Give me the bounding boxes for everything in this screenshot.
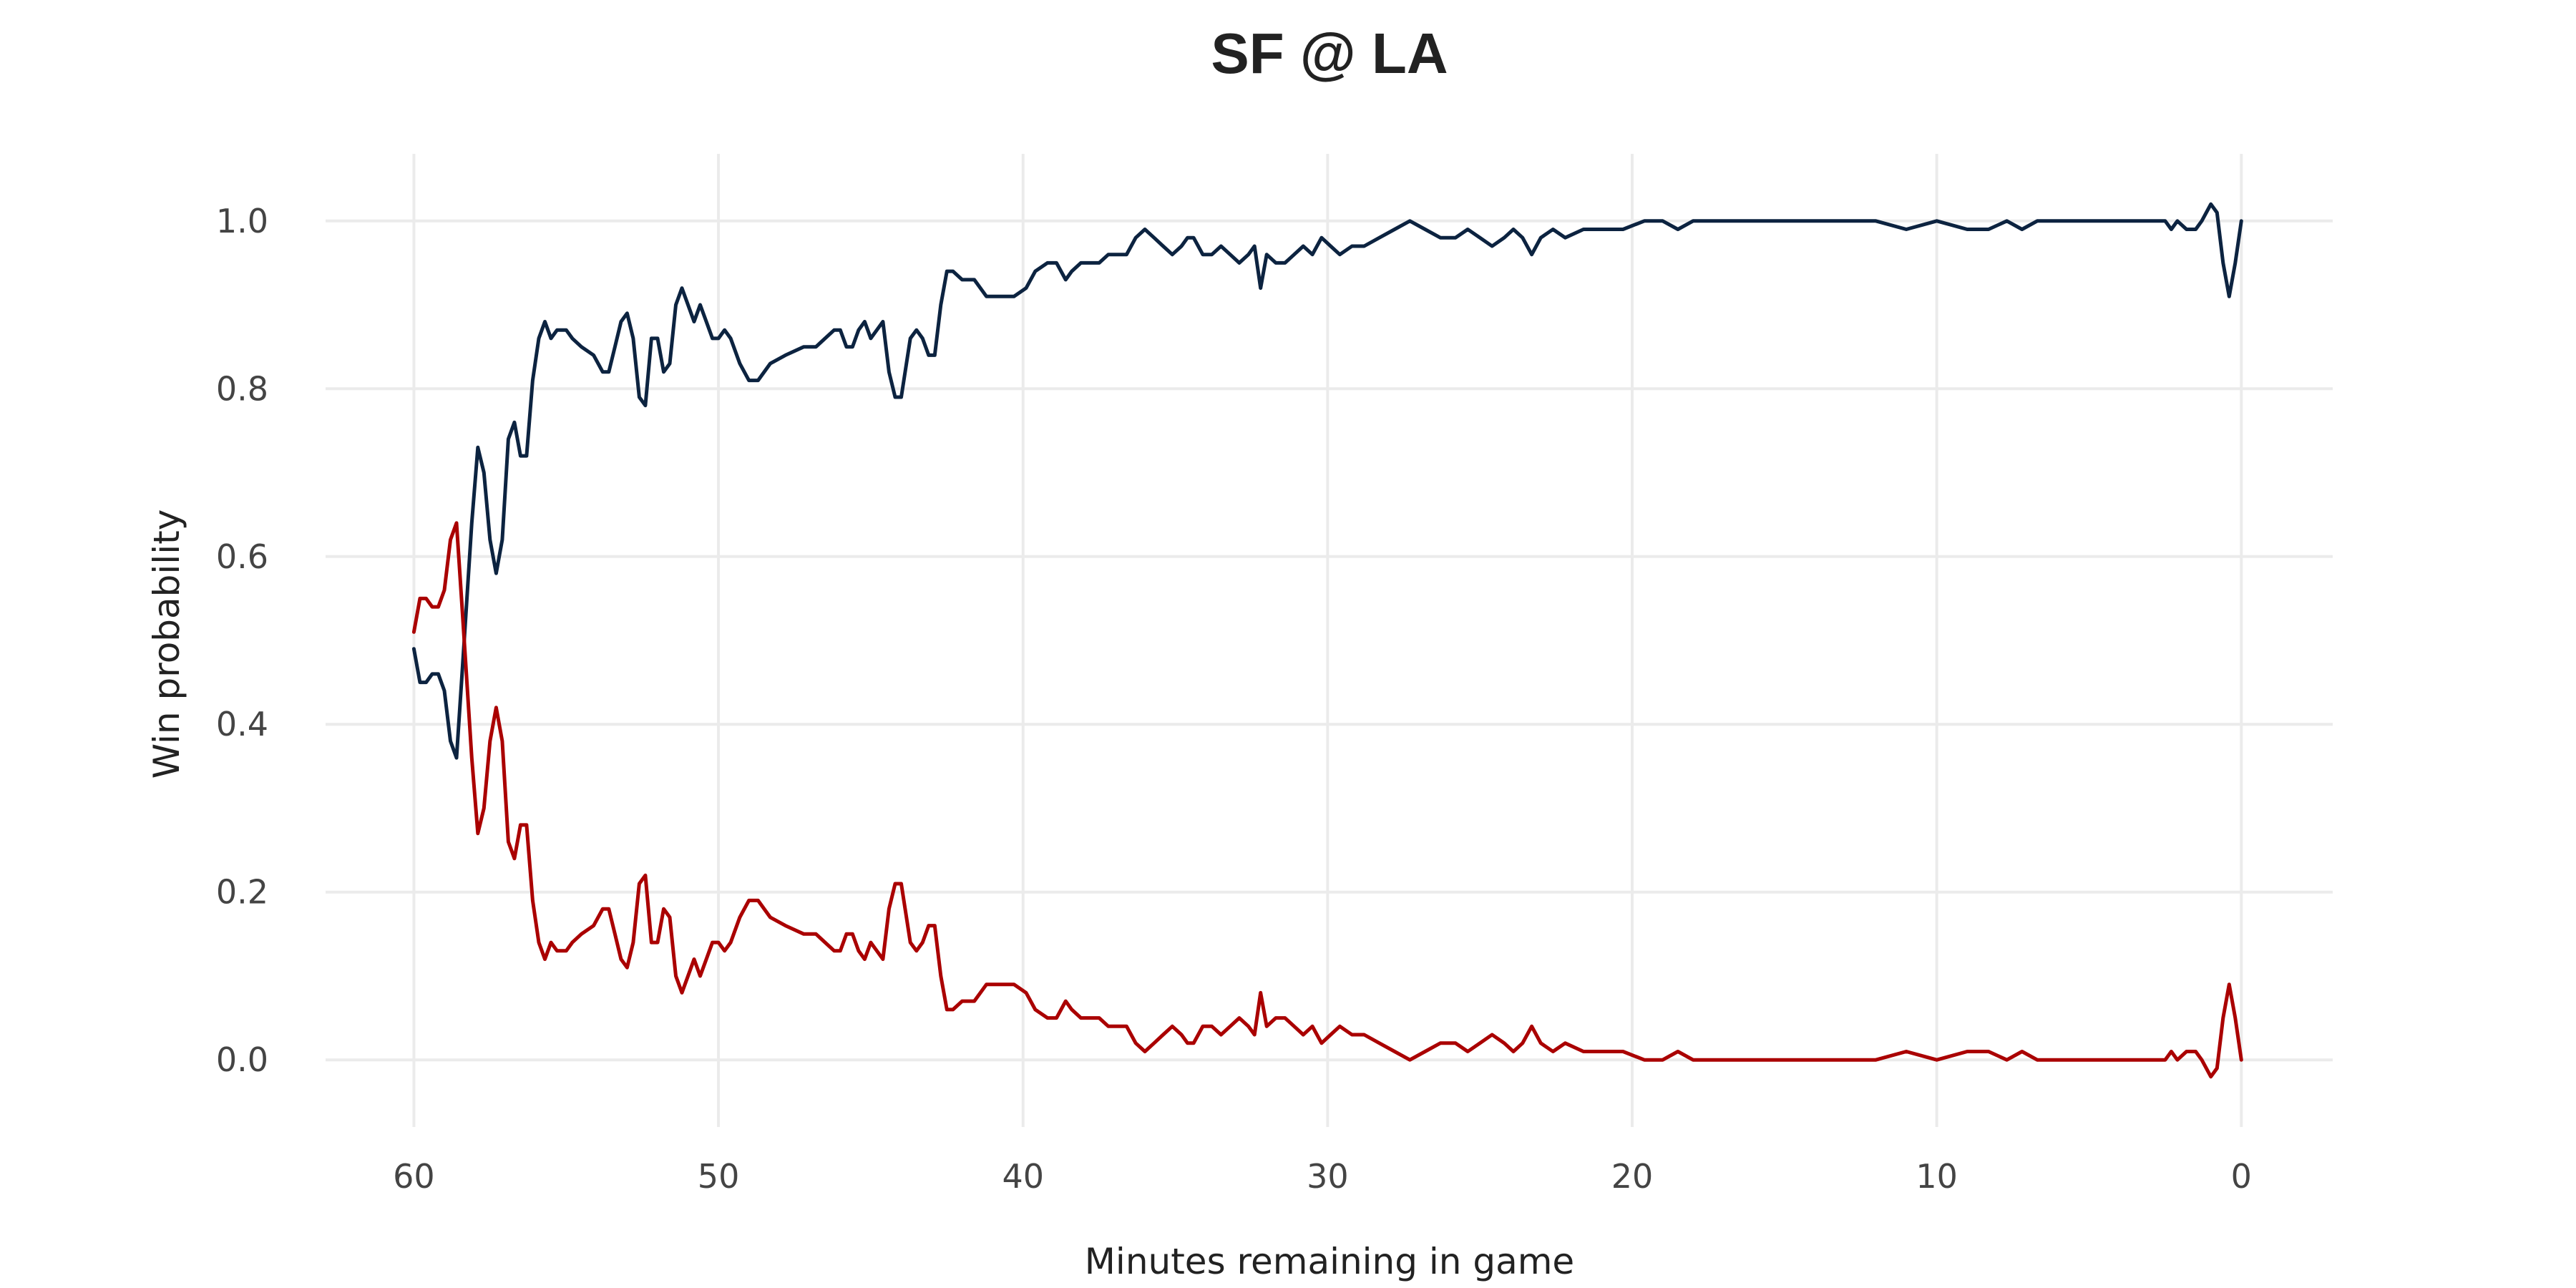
x-axis-ticks: 60 50 40 30 20 10 0 xyxy=(393,1157,2252,1196)
series-line-2 xyxy=(411,521,2243,1079)
y-axis-label: Win probability xyxy=(146,509,187,779)
x-tick-label: 30 xyxy=(1307,1157,1349,1196)
y-tick-label: 0.2 xyxy=(216,873,268,912)
x-tick-label: 60 xyxy=(393,1157,435,1196)
series-line-1 xyxy=(411,202,2243,760)
y-tick-label: 0.8 xyxy=(216,369,268,408)
x-tick-label: 20 xyxy=(1611,1157,1654,1196)
x-tick-label: 50 xyxy=(698,1157,740,1196)
y-tick-label: 0.0 xyxy=(216,1040,268,1079)
y-axis-ticks: 0.0 0.2 0.4 0.6 0.8 1.0 xyxy=(216,202,268,1079)
series-lines xyxy=(411,202,2243,1079)
grid xyxy=(326,154,2333,1127)
x-axis-label: Minutes remaining in game xyxy=(1085,1241,1574,1282)
y-tick-label: 0.6 xyxy=(216,537,268,576)
y-tick-label: 1.0 xyxy=(216,202,268,240)
chart-title: SF @ LA xyxy=(1211,21,1448,85)
x-tick-label: 40 xyxy=(1002,1157,1044,1196)
x-tick-label: 10 xyxy=(1916,1157,1958,1196)
x-tick-label: 0 xyxy=(2231,1157,2252,1196)
y-tick-label: 0.4 xyxy=(216,705,268,743)
